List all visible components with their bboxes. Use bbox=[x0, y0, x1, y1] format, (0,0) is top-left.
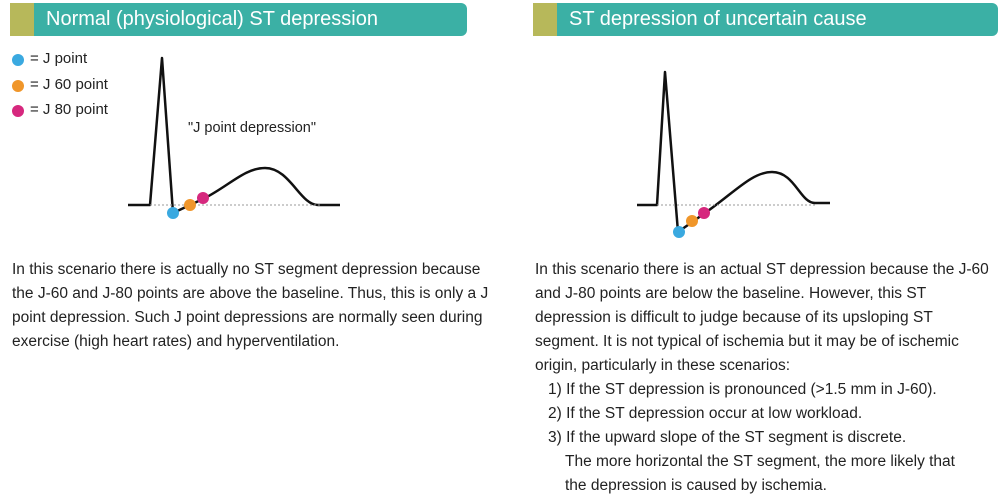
legend-label: = J point bbox=[30, 50, 88, 67]
list-item: 1) If the ST depression is pronounced (>… bbox=[548, 381, 937, 398]
panel-title: Normal (physiological) ST depression bbox=[46, 8, 378, 30]
panel-header: ST depression of uncertain cause bbox=[533, 3, 998, 36]
legend-label: = J 60 point bbox=[30, 76, 108, 93]
legend-marker bbox=[12, 80, 24, 92]
j80-point bbox=[197, 192, 209, 204]
panel-header: Normal (physiological) ST depression bbox=[10, 3, 467, 36]
legend-marker bbox=[12, 54, 24, 66]
annotation: "J point depression" bbox=[188, 120, 316, 136]
description: In this scenario there is an actual ST d… bbox=[535, 261, 989, 374]
list-note: The more horizontal the ST segment, the … bbox=[565, 453, 955, 494]
ecg-trace bbox=[637, 70, 830, 234]
description: In this scenario there is actually no ST… bbox=[12, 261, 489, 350]
list-item: 2) If the ST depression occur at low wor… bbox=[548, 405, 863, 422]
panel-title: ST depression of uncertain cause bbox=[569, 8, 867, 30]
j-point bbox=[167, 207, 179, 219]
legend-marker bbox=[12, 105, 24, 117]
j-point bbox=[673, 226, 685, 238]
j60-point bbox=[184, 199, 196, 211]
list-item: 3) If the upward slope of the ST segment… bbox=[548, 429, 907, 446]
j80-point bbox=[698, 207, 710, 219]
legend-label: = J 80 point bbox=[30, 101, 108, 118]
j60-point bbox=[686, 215, 698, 227]
